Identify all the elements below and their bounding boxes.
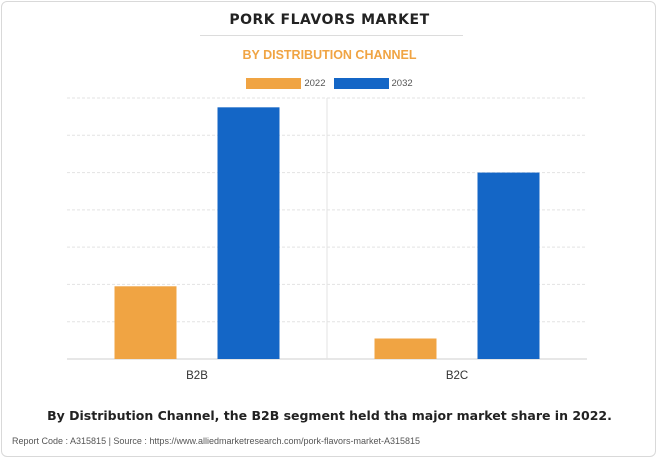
x-tick-label: B2C <box>446 370 468 382</box>
source-footer: Report Code : A315815 | Source : https:/… <box>12 436 421 446</box>
chart-subtitle: BY DISTRIBUTION CHANNEL <box>242 48 417 62</box>
legend-swatch-2022 <box>246 77 302 89</box>
legend-label-2032: 2032 <box>391 77 413 89</box>
chart-caption: By Distribution Channel, the B2B segment… <box>47 408 612 423</box>
bar-b2c-2032 <box>477 172 540 359</box>
legend-swatch-2032 <box>333 77 389 89</box>
title-divider <box>200 35 463 36</box>
bar-b2b-2032 <box>217 107 280 359</box>
legend-item-2022[interactable]: 2022 <box>246 77 326 89</box>
chart-title: PORK FLAVORS MARKET <box>229 12 430 28</box>
bar-b2b-2022 <box>114 286 177 359</box>
legend-label-2022: 2022 <box>304 77 326 89</box>
bar-chart-plot: B2B B2C <box>67 97 587 382</box>
legend-item-2032[interactable]: 2032 <box>333 77 413 89</box>
bar-b2c-2022 <box>374 338 437 359</box>
chart-legend: 2022 2032 <box>2 76 657 90</box>
x-tick-label: B2B <box>186 370 208 382</box>
